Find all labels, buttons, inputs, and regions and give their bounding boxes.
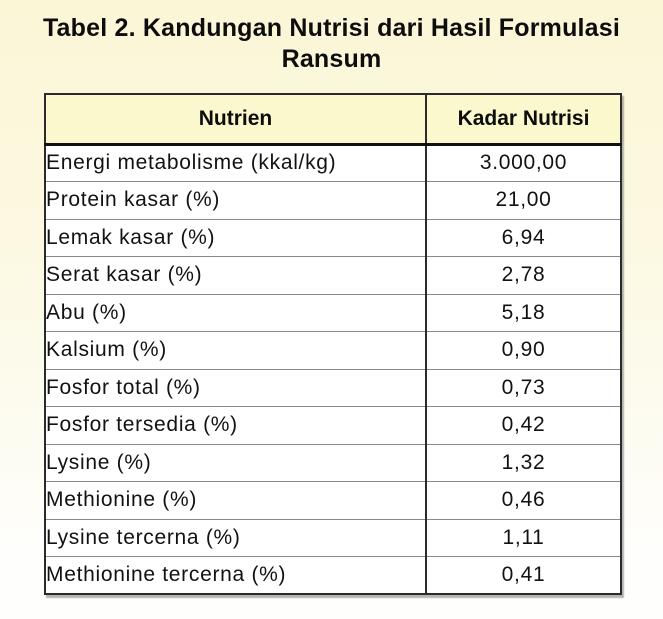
value-cell: 0,42 bbox=[425, 406, 621, 444]
table-row: Fosfor total (%) 0,73 bbox=[45, 368, 621, 407]
table-row: Protein kasar (%) 21,00 bbox=[45, 181, 621, 219]
value-cell: 2,78 bbox=[425, 256, 621, 294]
value-cell: 1,32 bbox=[425, 443, 621, 482]
column-header-kadar-nutrisi: Kadar Nutrisi bbox=[425, 94, 621, 146]
nutrient-cell: Protein kasar (%) bbox=[45, 181, 426, 219]
table-row: Energi metabolisme (kkal/kg) 3.000,00 bbox=[45, 143, 621, 182]
nutrition-table: Nutrien Kadar Nutrisi Energi metabolisme… bbox=[44, 93, 622, 595]
table-row: Kalsium (%) 0,90 bbox=[45, 331, 621, 369]
table-title: Tabel 2. Kandungan Nutrisi dari Hasil Fo… bbox=[0, 13, 663, 74]
table-row: Fosfor tersedia (%) 0,42 bbox=[45, 406, 621, 444]
title-line-2: Ransum bbox=[281, 44, 382, 73]
nutrient-cell: Abu (%) bbox=[45, 293, 426, 332]
value-cell: 1,11 bbox=[425, 518, 621, 557]
nutrient-cell: Methionine (%) bbox=[45, 481, 426, 519]
nutrient-cell: Energi metabolisme (kkal/kg) bbox=[45, 143, 426, 182]
value-cell: 5,18 bbox=[425, 293, 621, 332]
table-row: Lysine (%) 1,32 bbox=[45, 443, 621, 482]
column-header-nutrien: Nutrien bbox=[45, 94, 426, 146]
table-row: Lysine tercerna (%) 1,11 bbox=[45, 518, 621, 557]
nutrient-cell: Fosfor tersedia (%) bbox=[45, 406, 426, 444]
nutrient-cell: Methionine tercerna (%) bbox=[45, 556, 426, 594]
table-row: Methionine (%) 0,46 bbox=[45, 481, 621, 519]
title-line-1: Tabel 2. Kandungan Nutrisi dari Hasil Fo… bbox=[42, 14, 621, 42]
header-row: Nutrien Kadar Nutrisi bbox=[45, 94, 621, 146]
value-cell: 0,90 bbox=[425, 331, 621, 369]
nutrient-cell: Serat kasar (%) bbox=[45, 256, 426, 294]
nutrient-cell: Lysine tercerna (%) bbox=[45, 518, 426, 557]
nutrient-cell: Lysine (%) bbox=[45, 443, 426, 482]
table-row: Methionine tercerna (%) 0,41 bbox=[45, 556, 621, 594]
value-cell: 0,41 bbox=[425, 556, 621, 594]
value-cell: 3.000,00 bbox=[425, 143, 621, 182]
value-cell: 6,94 bbox=[425, 218, 621, 257]
table-row: Serat kasar (%) 2,78 bbox=[45, 256, 621, 294]
nutrient-cell: Lemak kasar (%) bbox=[45, 218, 426, 257]
table-row: Lemak kasar (%) 6,94 bbox=[45, 218, 621, 257]
value-cell: 21,00 bbox=[425, 181, 621, 219]
nutrient-cell: Fosfor total (%) bbox=[45, 368, 426, 407]
nutrient-cell: Kalsium (%) bbox=[45, 331, 426, 369]
value-cell: 0,73 bbox=[425, 368, 621, 407]
table-row: Abu (%) 5,18 bbox=[45, 293, 621, 332]
value-cell: 0,46 bbox=[425, 481, 621, 519]
